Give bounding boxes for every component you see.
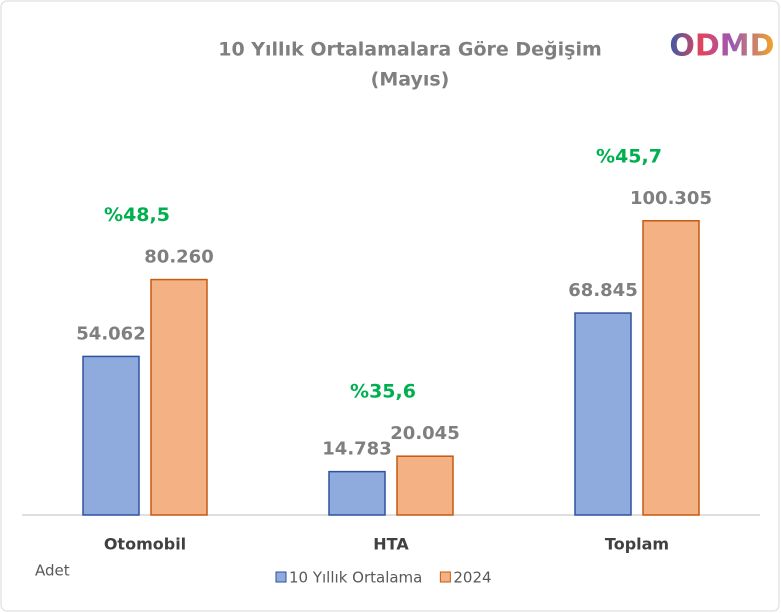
data-label: 20.045 <box>390 423 459 444</box>
legend-swatch <box>275 571 287 583</box>
x-tick-label: Otomobil <box>104 535 186 554</box>
chart-title: 10 Yıllık Ortalamalara Göre Değişim <box>218 39 602 61</box>
change-annotation: %48,5 <box>104 204 170 226</box>
x-tick-label: Toplam <box>605 535 669 554</box>
bar <box>574 312 632 516</box>
bar <box>396 455 454 516</box>
change-annotation: %45,7 <box>596 145 662 167</box>
data-label: 100.305 <box>630 188 712 209</box>
bar <box>150 278 208 516</box>
data-label: 54.062 <box>76 323 145 344</box>
x-tick-label: HTA <box>373 535 409 554</box>
bar <box>642 220 700 516</box>
legend-swatch <box>439 571 451 583</box>
legend-label: 2024 <box>453 569 491 587</box>
chart-subtitle: (Mayıs) <box>371 69 450 91</box>
data-label: 14.783 <box>322 439 391 460</box>
logo: ODMD <box>669 29 774 64</box>
y-axis-label: Adet <box>35 562 70 580</box>
bar <box>82 355 140 516</box>
data-label: 80.260 <box>144 247 213 268</box>
legend-label: 10 Yıllık Ortalama <box>289 569 422 587</box>
data-label: 68.845 <box>568 280 637 301</box>
change-annotation: %35,6 <box>350 381 416 403</box>
bar <box>328 470 386 516</box>
